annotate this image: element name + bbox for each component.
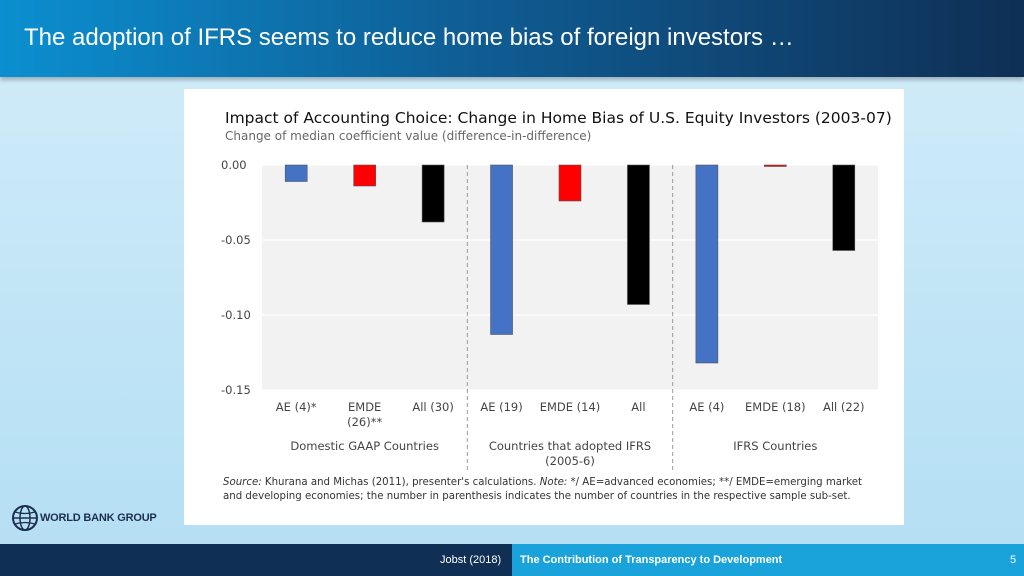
group-label: IFRS Countries <box>733 439 817 453</box>
note-label: Note: <box>539 477 568 488</box>
slide-title: The adoption of IFRS seems to reduce hom… <box>24 24 794 51</box>
bar <box>490 164 513 335</box>
slide-header: The adoption of IFRS seems to reduce hom… <box>0 0 1024 77</box>
y-tick-label: -0.10 <box>221 308 251 322</box>
group-label: (2005-6) <box>545 454 595 468</box>
x-tick-label: (26)** <box>347 415 382 429</box>
bar <box>421 164 445 223</box>
plot-area <box>262 165 878 390</box>
source-text: Khurana and Michas (2011), presenter's c… <box>261 477 540 488</box>
bar <box>695 164 719 364</box>
y-tick-label: 0.00 <box>221 158 247 172</box>
group-label: Countries that adopted IFRS <box>489 439 651 453</box>
y-tick-label: -0.05 <box>221 233 251 247</box>
chart-title: Impact of Accounting Choice: Change in H… <box>225 109 892 127</box>
chart-source-note: Source: Khurana and Michas (2011), prese… <box>223 476 863 503</box>
x-tick-label: All <box>631 400 645 414</box>
x-tick-label: EMDE (18) <box>745 400 806 414</box>
bar <box>558 164 582 202</box>
footer-talk-title: The Contribution of Transparency to Deve… <box>520 554 783 566</box>
x-tick-label: All (30) <box>412 400 454 414</box>
logo-text: WORLD BANK GROUP <box>40 512 157 524</box>
y-tick-label: -0.15 <box>221 383 251 397</box>
x-tick-label: AE (4) <box>689 400 724 414</box>
group-label: Domestic GAAP Countries <box>290 439 439 453</box>
bar <box>627 164 650 305</box>
x-tick-label: EMDE (14) <box>540 400 601 414</box>
bar <box>832 164 856 251</box>
x-tick-label: AE (19) <box>480 400 522 414</box>
globe-icon <box>12 505 38 531</box>
page-number: 5 <box>1010 554 1017 566</box>
chart-subtitle: Change of median coefficient value (diff… <box>225 129 592 143</box>
x-tick-label: All (22) <box>823 400 865 414</box>
x-tick-label: EMDE <box>348 400 381 414</box>
bar <box>284 164 308 182</box>
note-text: */ AE=advanced economies; **/ EMDE=emerg… <box>223 477 863 502</box>
footer-highlight <box>512 544 1024 576</box>
x-tick-label: AE (4)* <box>276 400 317 414</box>
bar <box>353 164 376 187</box>
bar <box>764 164 787 167</box>
source-label: Source: <box>223 477 262 488</box>
footer-author: Jobst (2018) <box>440 554 502 566</box>
